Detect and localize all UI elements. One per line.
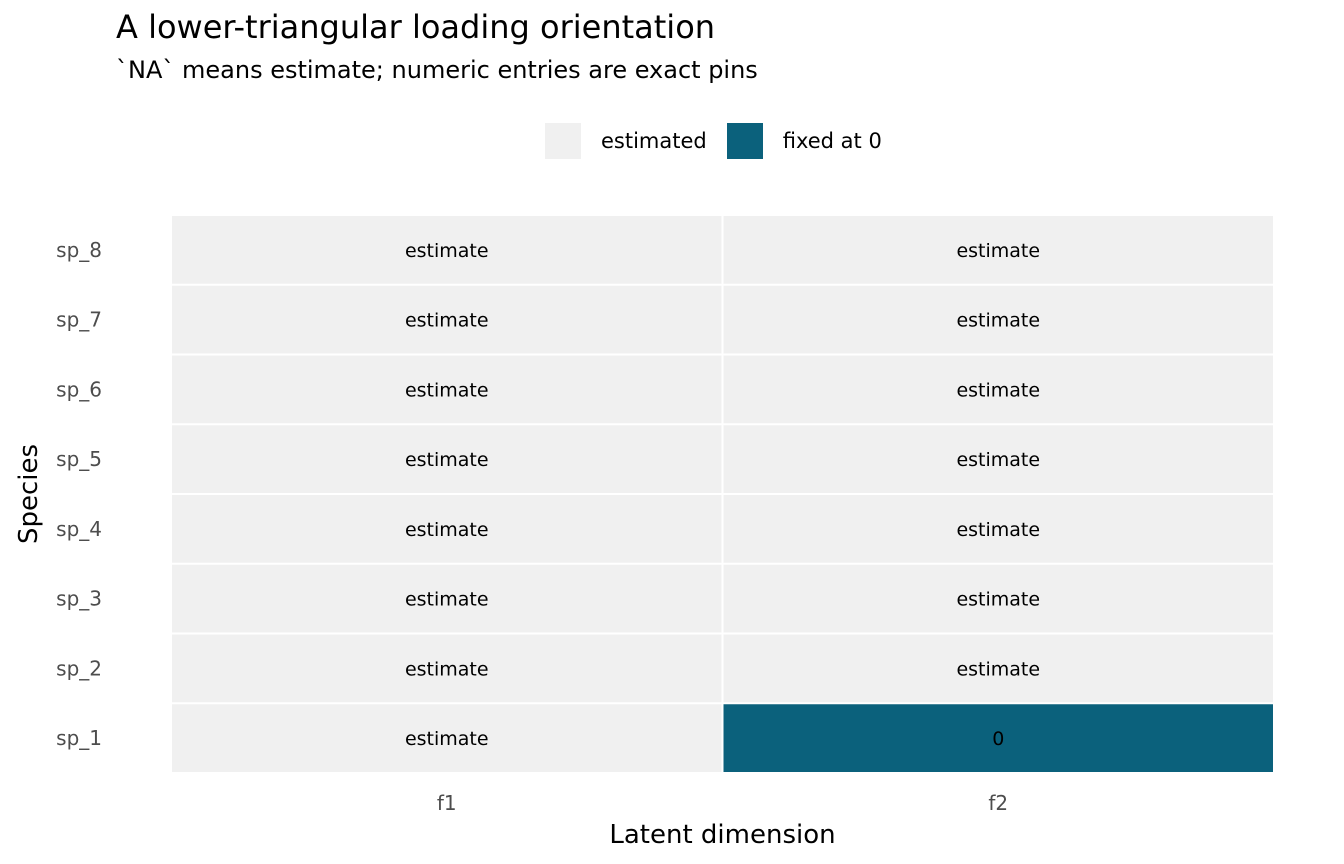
heatmap-cell-f2-sp_2 [723,634,1273,703]
heatmap-cell-f2-sp_7 [723,285,1273,354]
cell-label-f1-sp_6: estimate [405,379,489,401]
cell-label-f1-sp_2: estimate [405,658,489,680]
cell-label-f2-sp_5: estimate [956,449,1040,471]
legend-label-estimated: estimated [601,129,707,153]
heatmap-cell-f1-sp_3 [172,564,722,633]
heatmap-cell-f1-sp_7 [172,285,722,354]
x-axis-title: Latent dimension [609,820,835,850]
cell-label-f1-sp_5: estimate [405,449,489,471]
y-tick-label-sp_3: sp_3 [56,587,102,611]
x-tick-label-f2: f2 [988,791,1008,815]
legend-item-estimated: estimated [545,123,707,159]
y-tick-label-sp_7: sp_7 [56,308,102,332]
cell-label-f1-sp_1: estimate [405,728,489,750]
heatmap-cell-f1-sp_6 [172,355,722,424]
cell-label-f1-sp_3: estimate [405,589,489,611]
cell-label-f1-sp_7: estimate [405,310,489,332]
legend-label-fixed: fixed at 0 [782,129,882,153]
y-tick-label-sp_2: sp_2 [56,656,102,680]
y-tick-label-sp_1: sp_1 [56,726,102,750]
heatmap-cell-f2-sp_6 [723,355,1273,424]
y-tick-label-sp_4: sp_4 [56,517,102,541]
cell-label-f2-sp_1: 0 [992,728,1004,750]
legend-key-fixed [726,123,763,159]
heatmap-cell-f2-sp_8 [723,216,1273,284]
chart-subtitle: `NA` means estimate; numeric entries are… [116,56,758,84]
heatmap-cell-f1-sp_2 [172,634,722,703]
legend: estimated fixed at 0 [545,123,902,159]
cell-label-f2-sp_6: estimate [956,379,1040,401]
cell-label-f2-sp_3: estimate [956,589,1040,611]
cell-label-f2-sp_8: estimate [956,240,1040,262]
cell-label-f1-sp_4: estimate [405,519,489,541]
heatmap-cell-f2-sp_3 [723,564,1273,633]
y-tick-label-sp_6: sp_6 [56,377,102,401]
heatmap-cell-f2-sp_4 [723,495,1273,563]
heatmap-cell-f1-sp_4 [172,495,722,563]
y-tick-label-sp_8: sp_8 [56,238,102,262]
legend-key-estimated [545,123,581,159]
heatmap-cell-f1-sp_1 [172,704,722,772]
x-tick-label-f1: f1 [437,791,457,815]
cell-label-f2-sp_2: estimate [956,658,1040,680]
cell-label-f1-sp_8: estimate [405,240,489,262]
y-axis-title: Species [14,444,44,544]
cell-label-f2-sp_4: estimate [956,519,1040,541]
heatmap-cell-f1-sp_5 [172,425,722,493]
heatmap-cell-f1-sp_8 [172,216,722,284]
heatmap-cell-f2-sp_5 [723,425,1273,493]
chart-title: A lower-triangular loading orientation [116,8,716,46]
cell-label-f2-sp_7: estimate [956,310,1040,332]
legend-item-fixed: fixed at 0 [726,123,882,159]
y-tick-label-sp_5: sp_5 [56,447,102,471]
heatmap-cell-f2-sp_1 [723,704,1273,772]
